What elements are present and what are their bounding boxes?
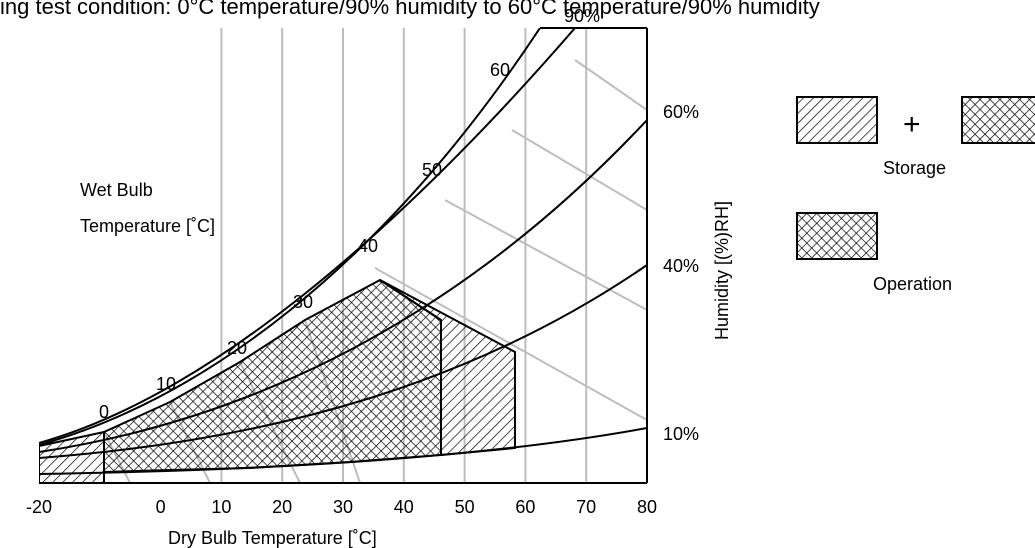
legend-storage-label: Storage xyxy=(883,158,946,178)
wet-bulb-tick-label: 60 xyxy=(490,60,510,80)
rh-curve xyxy=(39,427,647,475)
wet-bulb-tick-label: 40 xyxy=(358,236,378,256)
wet-bulb-tick-labels: 0 10 20 30 40 50 60 xyxy=(99,60,510,422)
rh-curve-label: 40% xyxy=(663,256,699,276)
legend-plus: + xyxy=(903,108,921,141)
x-tick-label: 50 xyxy=(455,497,475,517)
x-tick-label: 60 xyxy=(515,497,535,517)
x-tick-label: 40 xyxy=(394,497,414,517)
storage-region xyxy=(39,430,105,483)
wet-bulb-title-2: Temperature [˚C] xyxy=(80,216,215,236)
x-tick-label: 70 xyxy=(576,497,596,517)
operation-region xyxy=(103,278,442,474)
x-tick-label: 80 xyxy=(637,497,657,517)
rh-curve-label: 60% xyxy=(663,102,699,122)
rh-curve xyxy=(39,28,541,446)
grid-wet-bulb-line xyxy=(511,129,647,211)
legend-operation-label: Operation xyxy=(873,274,952,294)
rh-curve-label: 90% xyxy=(564,6,600,26)
x-tick-label: -20 xyxy=(26,497,52,517)
legend-storage-hatch-swatch xyxy=(796,96,878,144)
rh-curve xyxy=(39,28,576,444)
grid-wet-bulb-line xyxy=(574,59,647,111)
x-tick-label: 20 xyxy=(272,497,292,517)
x-tick-labels: -20 0 10 20 30 40 50 60 70 80 xyxy=(26,497,657,517)
x-tick-label: 0 xyxy=(156,497,166,517)
test-condition-caption: ing test condition: 0°C temperature/90% … xyxy=(0,0,820,19)
wet-bulb-tick-label: 10 xyxy=(156,374,176,394)
grid-wet-bulb-line xyxy=(444,199,647,311)
legend-storage-cross-swatch xyxy=(961,96,1035,144)
y-axis-label: Humidity [(%)RH] xyxy=(712,201,732,340)
wet-bulb-tick-label: 0 xyxy=(99,402,109,422)
rh-curve xyxy=(39,264,647,459)
x-tick-label: 10 xyxy=(211,497,231,517)
x-tick-label: 30 xyxy=(333,497,353,517)
wet-bulb-title-1: Wet Bulb xyxy=(80,180,153,200)
rh-curves xyxy=(39,28,647,475)
legend-operation-swatch xyxy=(796,212,878,260)
rh-curve-labels: 90% 60% 40% 10% xyxy=(564,6,699,444)
wet-bulb-tick-label: 20 xyxy=(227,338,247,358)
rh-curve-label: 10% xyxy=(663,424,699,444)
x-axis-label: Dry Bulb Temperature [˚C] xyxy=(168,528,377,548)
wet-bulb-tick-label: 50 xyxy=(422,160,442,180)
chart-regions xyxy=(39,278,516,483)
wet-bulb-tick-label: 30 xyxy=(293,292,313,312)
rh-curve xyxy=(39,119,647,453)
